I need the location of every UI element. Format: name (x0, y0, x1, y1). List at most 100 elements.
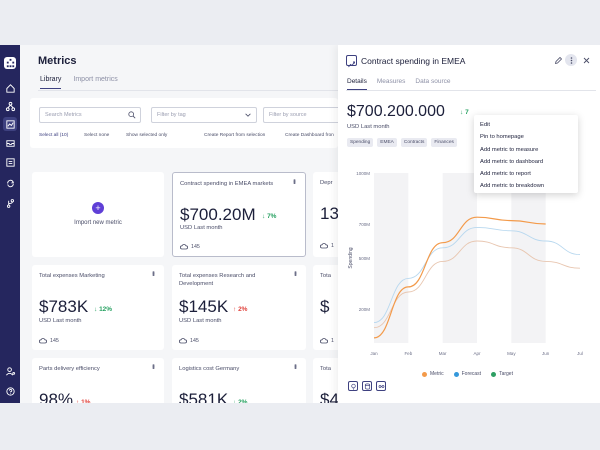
menu-item-add-to-dashboard[interactable]: Add metric to dashboard (480, 158, 544, 165)
sync-icon[interactable] (3, 176, 17, 190)
card-menu-icon[interactable]: ••• (149, 271, 156, 276)
add-metric-button[interactable]: + (92, 202, 104, 214)
x-tick-label: Feb (404, 351, 412, 356)
close-icon[interactable] (580, 54, 592, 66)
metric-card[interactable]: Contract spending in EMEA markets ••• $7… (172, 172, 306, 257)
menu-item-edit[interactable]: Edit (480, 122, 490, 128)
card-menu-icon[interactable]: ••• (291, 364, 298, 369)
card-title: Depr (320, 180, 333, 186)
tag-list: Spending EMEA Contracts Finances (347, 138, 457, 147)
share-icon[interactable] (376, 381, 386, 391)
legend-swatch (422, 371, 427, 377)
show-selected-link[interactable]: Show selected only (126, 133, 168, 138)
metric-card[interactable]: Logistics cost Germany ••• $581K ↓ 2% (172, 358, 306, 403)
card-value: $ (320, 297, 330, 316)
tab-import-metrics[interactable]: Import metrics (73, 76, 118, 83)
create-report-link[interactable]: Create Report from selection (204, 133, 266, 138)
y-tick-label: 200M (359, 307, 371, 312)
select-all-link[interactable]: Select all (10) (39, 133, 69, 138)
inbox-icon[interactable] (3, 136, 17, 150)
search-icon (128, 111, 136, 119)
card-delta-value: 2% (238, 306, 248, 313)
create-dashboard-link[interactable]: Create Dashboard fron (285, 133, 334, 138)
x-tick-label: Mar (439, 351, 447, 356)
legend-item[interactable]: Metric (422, 371, 444, 377)
tab-data-source[interactable]: Data source (415, 78, 451, 85)
more-options-icon[interactable] (565, 54, 577, 66)
card-subtitle: USD Last month (39, 318, 82, 324)
y-tick-label: 1000M (356, 171, 370, 176)
card-usage-count: 1 (331, 242, 334, 249)
y-tick-label: 500M (359, 256, 371, 261)
tab-measures[interactable]: Measures (376, 78, 406, 85)
card-menu-icon[interactable]: ••• (290, 179, 297, 184)
import-metric-card[interactable]: + Import new metric (32, 172, 164, 257)
logo-icon[interactable] (4, 57, 16, 69)
series-line-target (373, 240, 581, 329)
filter-bar: Search Metrics Filter by tag Filter by s… (30, 98, 341, 148)
metric-card[interactable]: Total expenses Research and Development … (172, 265, 306, 350)
card-title: Total expenses Research and Development (179, 273, 256, 287)
metric-card[interactable]: Parts delivery efficiency ••• 98% ↑ 1% (32, 358, 164, 403)
tab-details[interactable]: Details (347, 78, 367, 90)
card-usage: 1 (320, 242, 334, 249)
card-menu-icon[interactable]: ••• (149, 364, 156, 369)
y-axis-label: Spending (348, 247, 354, 268)
panel-delta: ↓ 7 (460, 109, 469, 116)
main-tabs: Library Import metrics (40, 76, 118, 89)
card-value: $145K (179, 297, 229, 316)
source-filter-select[interactable]: Filter by source (263, 107, 341, 123)
x-tick-label: Jun (542, 351, 550, 356)
panel-tabs: Details Measures Data source (347, 78, 450, 90)
menu-item-add-to-breakdown[interactable]: Add metric to breakdown (480, 183, 545, 190)
legend-label: Target (499, 371, 513, 377)
database-icon[interactable] (362, 381, 372, 391)
tag-filter-placeholder: Filter by tag (157, 112, 186, 118)
tag[interactable]: Contracts (400, 138, 428, 147)
card-delta: ↓ 7% (262, 213, 277, 220)
card-menu-icon[interactable]: ••• (291, 271, 298, 276)
panel-tabs-divider (346, 90, 596, 91)
tag[interactable]: EMEA (377, 138, 397, 147)
icon-rail (0, 45, 20, 403)
card-subtitle: USD Last month (180, 225, 223, 231)
legend-item[interactable]: Forecast (453, 371, 481, 377)
select-none-link[interactable]: Select none (84, 133, 110, 138)
chart-legend: Metric Forecast Target (422, 371, 513, 377)
menu-item-pin-to-homepage[interactable]: Pin to homepage (480, 134, 524, 141)
card-value: $700.20M (180, 205, 256, 224)
home-icon[interactable] (3, 81, 17, 95)
tag[interactable]: Spending (347, 138, 374, 147)
branch-icon[interactable] (3, 196, 17, 210)
chevron-down-icon (245, 113, 251, 117)
lightbulb-icon[interactable] (348, 381, 358, 391)
help-icon[interactable] (3, 384, 17, 398)
card-title: Logistics cost Germany (179, 366, 240, 372)
x-tick-label: May (507, 351, 516, 356)
metric-detail-panel: Contract spending in EMEA Details Measur… (338, 45, 600, 403)
panel-title: Contract spending in EMEA (361, 56, 466, 66)
backdrop (0, 403, 600, 450)
more-options-menu: Edit Pin to homepage Add metric to measu… (474, 115, 578, 193)
hierarchy-icon[interactable] (3, 99, 17, 113)
legend-item[interactable]: Target (491, 371, 513, 377)
metric-card[interactable]: Total expenses Marketing ••• $783K ↓ 12%… (32, 265, 164, 350)
cloud-icon (180, 244, 188, 250)
menu-item-add-to-measure[interactable]: Add metric to measure (480, 146, 539, 153)
menu-item-add-to-report[interactable]: Add metric to report (480, 171, 531, 178)
metrics-icon[interactable] (3, 117, 17, 131)
legend-swatch (491, 371, 497, 377)
tab-library[interactable]: Library (40, 76, 62, 89)
edit-icon[interactable] (552, 54, 564, 66)
user-settings-icon[interactable] (3, 364, 17, 378)
card-delta: ↑ 1% (76, 399, 90, 403)
search-input[interactable]: Search Metrics (39, 107, 141, 123)
search-placeholder: Search Metrics (45, 112, 82, 118)
tag-filter-select[interactable]: Filter by tag (151, 107, 257, 123)
card-usage-count: 145 (190, 337, 199, 344)
card-usage-count: 145 (50, 337, 59, 344)
card-delta-value: 1% (81, 399, 91, 403)
series-line-metric (373, 216, 546, 339)
reports-icon[interactable] (3, 155, 17, 169)
tag[interactable]: Finances (431, 138, 457, 147)
